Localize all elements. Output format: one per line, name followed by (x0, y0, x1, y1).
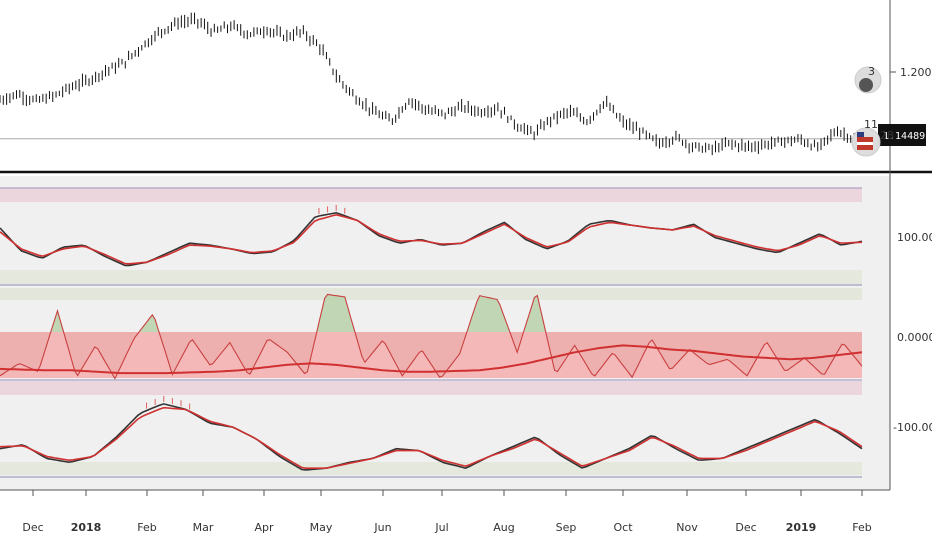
signal-line (0, 344, 863, 375)
time-tick-label: Dec (22, 521, 43, 534)
osc3-lower-band (0, 462, 862, 475)
time-tick-label: Feb (137, 521, 156, 534)
oscillator-3 (0, 395, 863, 471)
time-tick-label: 2018 (71, 521, 102, 534)
osc1-lower-band (0, 270, 862, 284)
time-tick-label: Mar (193, 521, 214, 534)
oscillator-2 (0, 293, 863, 380)
time-tick-label: Apr (254, 521, 274, 534)
current-price-label: 1.14489 (883, 131, 925, 142)
time-tick-label: Dec (735, 521, 756, 534)
price-bars (0, 12, 855, 156)
time-tick-label: Jun (373, 521, 391, 534)
time-tick-label: Feb (852, 521, 871, 534)
time-tick-label: Sep (556, 521, 577, 534)
price-tag-prefix: 28 (880, 129, 894, 142)
osc1-axis-label: 100.0000 (897, 231, 932, 244)
oscillator-line (0, 213, 863, 265)
event-badge-icon[interactable]: 3 (854, 65, 882, 94)
osc3-axis-label: -100.0000 (893, 421, 932, 434)
current-price-box[interactable] (878, 124, 926, 146)
event-badge-count: 3 (868, 65, 875, 78)
oscillator-1 (0, 204, 863, 267)
osc2-lower-band (0, 381, 862, 395)
time-tick-label: Jul (434, 521, 448, 534)
oscillator-line (0, 406, 863, 469)
osc2-upper-band (0, 288, 862, 300)
osc1-upper-band (0, 188, 862, 202)
price-pane-bg (0, 0, 890, 171)
oscillator-line (0, 293, 863, 380)
oscillator-area (0, 294, 862, 379)
time-axis[interactable]: Dec 2018 Feb Mar Apr May Jun Jul Aug Sep Oct Nov Dec… (22, 490, 872, 534)
time-tick-label: 2019 (786, 521, 817, 534)
flag-badge-icon[interactable]: 11 (851, 118, 881, 157)
time-tick-label: Oct (613, 521, 633, 534)
time-tick-label: May (310, 521, 333, 534)
time-tick-label: Aug (493, 521, 514, 534)
price-axis-tick: 1.20000 (900, 66, 932, 79)
time-tick-label: Nov (676, 521, 698, 534)
flag-badge-count: 11 (864, 118, 878, 131)
osc2-axis-label: 0.0000 (897, 331, 932, 344)
